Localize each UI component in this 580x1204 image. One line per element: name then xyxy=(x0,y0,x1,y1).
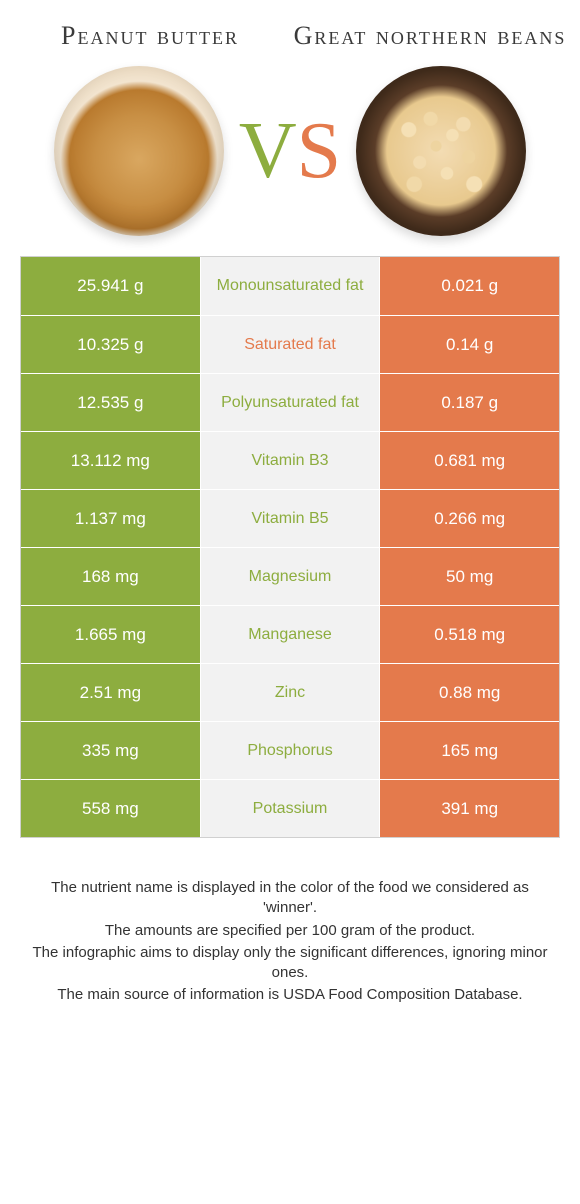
table-row: 12.535 gPolyunsaturated fat0.187 g xyxy=(21,373,559,431)
footer-line: The nutrient name is displayed in the co… xyxy=(30,878,550,919)
table-row: 1.137 mgVitamin B50.266 mg xyxy=(21,489,559,547)
left-value: 25.941 g xyxy=(21,257,201,315)
beans-image xyxy=(356,66,526,236)
vs-s: S xyxy=(297,106,342,197)
right-value: 0.88 mg xyxy=(380,664,559,721)
nutrient-label: Polyunsaturated fat xyxy=(201,374,381,431)
right-value: 165 mg xyxy=(380,722,559,779)
left-value: 335 mg xyxy=(21,722,201,779)
header: Peanut butter Great northern beans xyxy=(0,0,580,56)
nutrient-label: Phosphorus xyxy=(201,722,381,779)
nutrient-label: Vitamin B5 xyxy=(201,490,381,547)
right-food-title: Great northern beans xyxy=(290,20,570,51)
footer-notes: The nutrient name is displayed in the co… xyxy=(30,838,550,1008)
vs-v: V xyxy=(239,106,297,197)
table-row: 2.51 mgZinc0.88 mg xyxy=(21,663,559,721)
left-value: 1.137 mg xyxy=(21,490,201,547)
right-value: 0.14 g xyxy=(380,316,559,373)
table-row: 1.665 mgManganese0.518 mg xyxy=(21,605,559,663)
nutrient-label: Magnesium xyxy=(201,548,381,605)
right-value: 0.021 g xyxy=(380,257,559,315)
right-value: 0.518 mg xyxy=(380,606,559,663)
table-row: 335 mgPhosphorus165 mg xyxy=(21,721,559,779)
peanut-butter-image xyxy=(54,66,224,236)
left-value: 168 mg xyxy=(21,548,201,605)
right-value: 0.187 g xyxy=(380,374,559,431)
left-food-title: Peanut butter xyxy=(10,20,290,51)
table-row: 25.941 gMonounsaturated fat0.021 g xyxy=(21,257,559,315)
right-value: 50 mg xyxy=(380,548,559,605)
right-value: 0.266 mg xyxy=(380,490,559,547)
vs-label: VS xyxy=(234,106,346,197)
nutrient-label: Saturated fat xyxy=(201,316,381,373)
footer-line: The main source of information is USDA F… xyxy=(30,985,550,1005)
nutrient-label: Potassium xyxy=(201,780,381,837)
left-value: 558 mg xyxy=(21,780,201,837)
left-value: 1.665 mg xyxy=(21,606,201,663)
table-row: 558 mgPotassium391 mg xyxy=(21,779,559,837)
left-value: 13.112 mg xyxy=(21,432,201,489)
nutrient-label: Zinc xyxy=(201,664,381,721)
table-row: 168 mgMagnesium50 mg xyxy=(21,547,559,605)
footer-line: The infographic aims to display only the… xyxy=(30,943,550,984)
right-value: 0.681 mg xyxy=(380,432,559,489)
left-value: 10.325 g xyxy=(21,316,201,373)
images-row: VS xyxy=(0,56,580,256)
table-row: 10.325 gSaturated fat0.14 g xyxy=(21,315,559,373)
nutrient-label: Monounsaturated fat xyxy=(201,257,381,315)
nutrient-label: Manganese xyxy=(201,606,381,663)
right-value: 391 mg xyxy=(380,780,559,837)
left-value: 2.51 mg xyxy=(21,664,201,721)
left-value: 12.535 g xyxy=(21,374,201,431)
table-row: 13.112 mgVitamin B30.681 mg xyxy=(21,431,559,489)
nutrient-label: Vitamin B3 xyxy=(201,432,381,489)
footer-line: The amounts are specified per 100 gram o… xyxy=(30,921,550,941)
nutrient-table: 25.941 gMonounsaturated fat0.021 g10.325… xyxy=(20,256,560,838)
